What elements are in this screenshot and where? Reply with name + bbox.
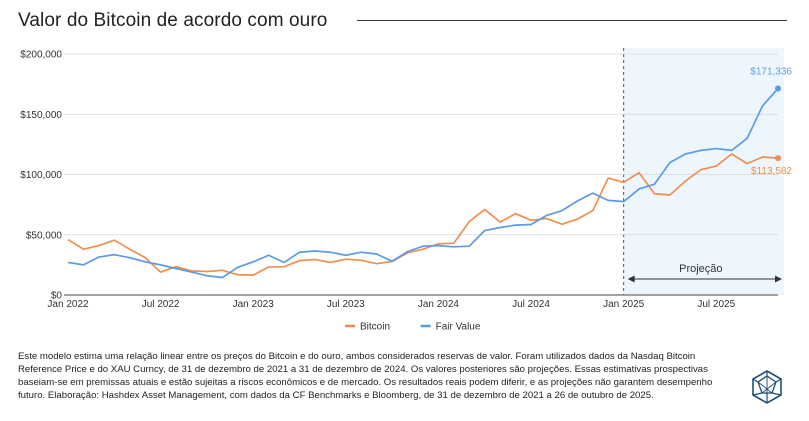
series-end-marker [775,155,781,162]
projection-arrow-head-right [775,275,782,283]
annotations: $113,582 $171,336 Projeção [627,67,792,283]
projection-region [623,48,784,295]
grid-lines [64,53,778,296]
series-end-marker [775,85,781,92]
series-line-fair-value [67,87,779,279]
chart: $0 $50,000 $100,000 $150,000 $200,000 Jan 20… [20,48,792,333]
hashdex-logo-icon [752,370,782,404]
series-line-bitcoin [67,153,779,276]
y-tick-label: $100,000 [20,170,62,181]
legend-label: Bitcoin [360,322,390,333]
footnote: Este modelo estima uma relação linear en… [18,351,713,401]
x-tick-label: Jul 2024 [512,299,550,310]
y-tick-label: $0 [51,291,63,302]
y-tick-label: $200,000 [20,50,62,61]
legend: Bitcoin Fair Value [345,322,481,333]
projection-arrow-head-left [627,275,635,283]
series-lines [67,87,779,279]
y-axis-labels: $0 $50,000 $100,000 $150,000 $200,000 [20,50,62,302]
y-tick-label: $50,000 [26,230,63,241]
x-tick-label: Jul 2025 [697,299,735,310]
title-rule [357,20,787,21]
x-tick-label: Jul 2023 [327,299,365,310]
page-title: Valor do Bitcoin de acordo com ouro [18,10,328,31]
y-tick-label: $150,000 [20,110,62,121]
legend-label: Fair Value [436,322,481,333]
x-tick-label: Jan 2022 [47,299,89,310]
x-tick-label: Jul 2022 [142,299,180,310]
series-end-label: $113,582 [751,166,792,177]
x-tick-label: Jan 2024 [418,299,460,310]
x-tick-label: Jan 2023 [233,299,275,310]
series-end-label: $171,336 [750,67,792,78]
x-axis-labels: Jan 2022 Jul 2022 Jan 2023 Jul 2023 Jan 2024… [47,299,735,310]
plot-background [623,48,784,295]
projection-label: Projeção [679,263,722,275]
x-tick-label: Jan 2025 [603,299,645,310]
